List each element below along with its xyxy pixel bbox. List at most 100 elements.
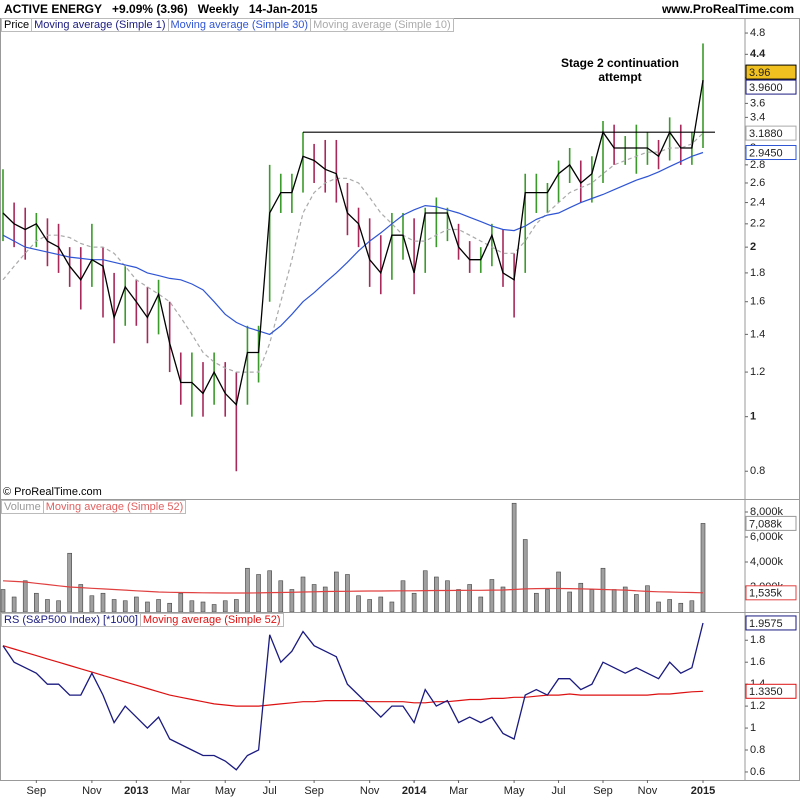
y-tick-label: 4.8 [750,27,765,39]
volume-bar [578,582,584,613]
volume-bar [689,600,695,613]
y-tick-label: 1 [750,411,756,423]
volume-bar [222,600,228,613]
volume-bar [322,586,328,613]
series-line [2,622,704,771]
copyright: © ProRealTime.com [3,486,102,498]
volume-bar [300,576,306,613]
volume-bar [389,601,395,613]
volume-bar [556,571,561,613]
y-tick-label: 3.4 [750,111,765,123]
y-tick-label: 1.2 [750,366,765,378]
volume-bar [422,570,428,613]
volume-bar [111,599,117,613]
panel [0,18,800,500]
legend-entry: Moving average (Simple 1) [31,18,169,32]
legend: Price Moving average (Simple 1) Moving ave… [1,18,454,32]
x-tick-label: 2013 [124,785,148,797]
volume-bar [645,585,650,613]
volume-bar [522,539,528,613]
volume-bar [634,594,639,613]
volume-bar [278,580,284,613]
volume-bar [156,599,161,613]
y-tick-label: 1.2 [750,700,765,712]
volume-bar [400,580,406,613]
legend-label: Volume [1,500,44,514]
x-tick-label: Nov [82,785,102,797]
y-tick-label: 1 [750,722,756,734]
volume-bar [0,589,6,613]
panel [0,499,800,613]
title: ACTIVE ENERGY [4,2,103,16]
volume-bar [145,601,150,613]
volume-bar [500,586,506,613]
volume-bar [234,599,239,613]
value-box [745,515,797,531]
x-tick-label: Jul [552,785,566,797]
legend: RS (S&P500 Index) [*1000] Moving average … [1,613,284,627]
y-tick-label: 2.6 [750,177,765,189]
volume-bar [545,589,550,613]
x-tick-label: Sep [593,785,613,797]
value-box [745,125,797,141]
volume-bar [56,600,61,613]
legend-entry: Moving average (Simple 52) [42,500,187,514]
volume-bar [245,567,250,613]
y-tick-label: 3.6 [750,97,765,109]
y-tick-label: 1.6 [750,296,765,308]
x-tick-label: Sep [304,785,324,797]
legend-entry: RS (S&P500 Index) [*1000] [1,613,141,627]
x-tick-label: Sep [27,785,47,797]
volume-bar [267,570,272,613]
change: +9.09% (3.96) [112,2,188,16]
legend-label: Price [1,18,33,32]
volume-bar [11,596,17,613]
volume-bar [489,579,495,613]
volume-bar [22,580,28,613]
value-label: 3.96 [749,67,770,79]
volume-bar [534,592,539,613]
volume-bar [511,502,517,613]
value-box [745,683,797,699]
site: www.ProRealTime.com [661,2,794,16]
volume-bar [656,601,661,613]
series-line [2,580,704,594]
value-label: 1.3350 [749,686,783,698]
value-box [745,79,797,95]
y-tick-label: 0.8 [750,465,765,477]
volume-bar [478,596,484,613]
legend-entry: Moving average (Simple 52) [139,613,284,627]
x-tick-label: 2014 [402,785,427,797]
volume-bar [345,574,350,613]
y-tick-label: 4,000k [750,556,784,568]
y-tick-label: 1.6 [750,656,765,668]
y-tick-label: 1.4 [750,328,765,340]
date: 14-Jan-2015 [248,2,318,16]
volume-bar [567,591,572,613]
legend-entry: Moving average (Simple 30) [167,18,312,32]
value-label: 2.9450 [749,147,783,159]
x-tick-label: May [215,785,236,797]
y-tick-label: 6,000k [750,531,784,543]
panel [0,612,800,781]
y-tick-label: 2.2 [750,218,765,230]
value-label: 1.9575 [749,618,783,630]
volume-bar [467,584,472,613]
y-tick-label: 0.8 [750,744,765,756]
value-box [745,615,797,631]
volume-bar [122,600,128,613]
x-tick-label: Nov [638,785,658,797]
legend: Volume Moving average (Simple 52) [1,500,187,514]
x-tick-label: Mar [171,785,190,797]
x-tick-label: Nov [360,785,380,797]
value-label: 3.1880 [749,128,783,140]
value-label: 3.9600 [749,82,783,94]
x-tick-label: Jul [263,785,277,797]
value-box [745,64,797,80]
volume-bar [189,600,195,613]
volume-bar [411,592,417,613]
value-box [745,145,797,161]
volume-bar [589,589,595,613]
volume-bar [45,599,50,613]
